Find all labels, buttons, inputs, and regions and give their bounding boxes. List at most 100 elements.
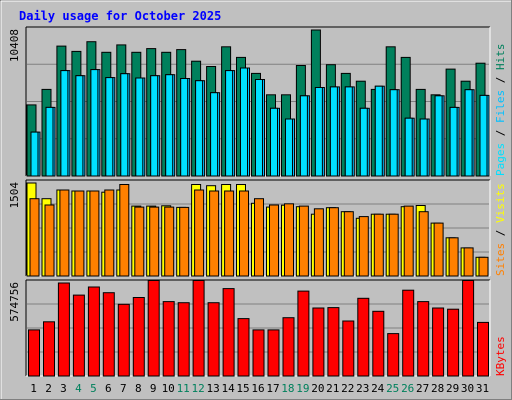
bar-pages-day-6 bbox=[105, 77, 114, 177]
x-tick-label: 8 bbox=[135, 382, 142, 395]
bar-kbytes-day-14 bbox=[222, 288, 235, 377]
legend-entry: / bbox=[494, 123, 507, 143]
bar-pages-day-4 bbox=[75, 75, 84, 177]
bar-pages-day-22 bbox=[344, 86, 353, 177]
chart-title: Daily usage for October 2025 bbox=[19, 9, 221, 23]
x-tick-label: 18 bbox=[281, 382, 294, 395]
bar-sites-day-27 bbox=[418, 211, 429, 277]
bar-sites-day-6 bbox=[104, 189, 115, 277]
bar-pages-day-28 bbox=[434, 95, 443, 177]
bar-sites-day-10 bbox=[164, 206, 175, 277]
bar-sites-day-11 bbox=[179, 206, 190, 277]
bar-kbytes-day-24 bbox=[372, 310, 385, 377]
y-max-label: 10408 bbox=[8, 29, 21, 62]
bar-pages-day-21 bbox=[329, 86, 338, 177]
bar-kbytes-day-26 bbox=[402, 289, 415, 377]
x-tick-label: 17 bbox=[266, 382, 279, 395]
bar-sites-day-25 bbox=[388, 213, 399, 277]
bar-sites-day-4 bbox=[74, 190, 85, 277]
x-tick-label: 2 bbox=[45, 382, 52, 395]
bar-pages-day-30 bbox=[464, 89, 473, 177]
x-tick-label: 14 bbox=[221, 382, 235, 395]
y-max-label: 574756 bbox=[8, 282, 21, 322]
bar-sites-day-31 bbox=[478, 256, 489, 277]
bar-kbytes-day-7 bbox=[117, 303, 130, 377]
bar-kbytes-day-23 bbox=[357, 297, 370, 377]
x-tick-label: 25 bbox=[386, 382, 399, 395]
bar-sites-day-29 bbox=[448, 237, 459, 277]
bar-pages-day-12 bbox=[195, 80, 204, 177]
bar-kbytes-day-29 bbox=[447, 308, 460, 377]
panel-legend: Pages / Files / Hits bbox=[494, 44, 507, 177]
bar-kbytes-day-16 bbox=[252, 329, 265, 377]
bar-pages-day-5 bbox=[90, 69, 99, 177]
x-tick-label: 30 bbox=[461, 382, 474, 395]
bar-kbytes-day-1 bbox=[28, 329, 40, 377]
legend-entry: / bbox=[494, 223, 507, 243]
bar-sites-day-24 bbox=[373, 213, 384, 277]
bar-kbytes-day-19 bbox=[297, 290, 310, 377]
legend-entry: Pages bbox=[494, 143, 507, 176]
bar-pages-day-24 bbox=[374, 85, 383, 177]
y-max-label: 1504 bbox=[8, 182, 21, 209]
bar-kbytes-day-25 bbox=[387, 333, 400, 377]
bar-sites-day-30 bbox=[463, 247, 474, 277]
bar-pages-day-31 bbox=[479, 94, 488, 177]
bar-pages-day-14 bbox=[225, 70, 234, 177]
legend-entry: Visits bbox=[494, 183, 507, 223]
bar-pages-day-17 bbox=[270, 107, 278, 177]
bar-sites-day-19 bbox=[298, 205, 309, 277]
x-tick-label: 29 bbox=[446, 382, 459, 395]
bar-pages-day-18 bbox=[285, 118, 293, 177]
panel-legend: Sites / Visits bbox=[494, 183, 507, 276]
bar-pages-day-23 bbox=[359, 107, 368, 177]
x-tick-label: 15 bbox=[236, 382, 249, 395]
bar-sites-day-3 bbox=[59, 189, 70, 277]
bar-sites-day-15 bbox=[239, 190, 249, 277]
bar-pages-day-25 bbox=[389, 89, 398, 177]
bar-kbytes-day-30 bbox=[462, 280, 475, 377]
bar-kbytes-day-22 bbox=[342, 320, 355, 377]
bar-pages-day-19 bbox=[299, 95, 308, 177]
bar-sites-day-28 bbox=[433, 222, 444, 277]
bar-pages-day-11 bbox=[180, 78, 189, 177]
legend-entry: Files bbox=[494, 90, 507, 123]
x-tick-label: 23 bbox=[356, 382, 369, 395]
bar-pages-day-2 bbox=[45, 106, 54, 177]
bar-sites-day-18 bbox=[284, 203, 294, 277]
bar-kbytes-day-10 bbox=[162, 301, 175, 377]
bar-pages-day-7 bbox=[120, 73, 129, 177]
x-tick-label: 28 bbox=[431, 382, 444, 395]
bar-sites-day-9 bbox=[149, 206, 160, 277]
x-tick-label: 24 bbox=[371, 382, 385, 395]
x-tick-label: 1 bbox=[30, 382, 37, 395]
bar-kbytes-day-13 bbox=[207, 302, 220, 377]
panel-legend: KBytes bbox=[494, 336, 507, 376]
x-tick-label: 13 bbox=[206, 382, 219, 395]
x-tick-label: 10 bbox=[162, 382, 175, 395]
x-tick-label: 9 bbox=[150, 382, 157, 395]
x-tick-label: 7 bbox=[120, 382, 127, 395]
x-tick-label: 16 bbox=[251, 382, 264, 395]
bar-kbytes-day-8 bbox=[132, 297, 145, 377]
bar-sites-day-2 bbox=[44, 204, 55, 277]
bar-pages-day-20 bbox=[314, 87, 323, 177]
bar-pages-day-10 bbox=[165, 74, 174, 177]
x-tick-label: 22 bbox=[341, 382, 354, 395]
bar-sites-day-1 bbox=[29, 198, 40, 277]
legend-entry: Hits bbox=[494, 44, 507, 71]
bar-sites-day-17 bbox=[269, 204, 279, 277]
bar-kbytes-day-11 bbox=[177, 302, 190, 377]
bar-sites-day-21 bbox=[328, 207, 339, 277]
bar-kbytes-day-6 bbox=[102, 292, 115, 377]
bar-kbytes-day-15 bbox=[237, 318, 250, 377]
bar-kbytes-day-20 bbox=[312, 307, 325, 377]
x-tick-label: 19 bbox=[296, 382, 309, 395]
bar-kbytes-day-12 bbox=[192, 280, 205, 377]
bar-pages-day-3 bbox=[60, 70, 69, 177]
bar-sites-day-16 bbox=[254, 198, 264, 277]
bar-pages-day-29 bbox=[449, 106, 458, 177]
x-tick-label: 20 bbox=[311, 382, 324, 395]
legend-entry: / bbox=[494, 70, 507, 90]
bar-pages-day-27 bbox=[419, 118, 428, 177]
